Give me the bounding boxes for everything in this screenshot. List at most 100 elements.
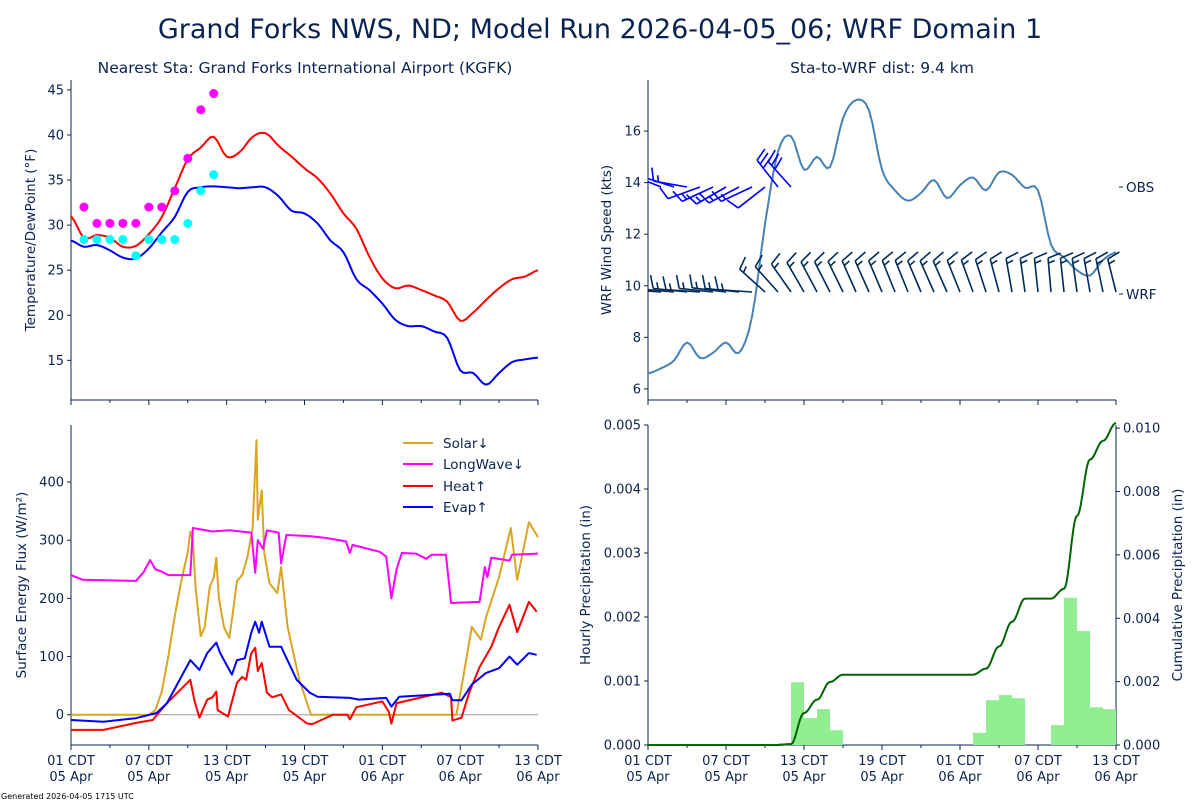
x-tick-label: 13 CDT bbox=[1092, 754, 1140, 769]
wrf-wind-barb bbox=[1048, 253, 1061, 292]
barb-full bbox=[975, 252, 986, 260]
barb-full bbox=[771, 253, 779, 264]
wrf-wind-barb bbox=[815, 252, 830, 292]
barb-full bbox=[634, 163, 635, 177]
barb-shaft bbox=[801, 262, 817, 292]
y-tick-label: 300 bbox=[39, 534, 64, 549]
obs-temperature-point bbox=[131, 219, 140, 228]
obs-temperature-point bbox=[170, 186, 179, 195]
barb-half bbox=[743, 266, 746, 272]
y-tick-label: 12 bbox=[624, 228, 641, 243]
barb-full bbox=[740, 257, 746, 269]
x-tick-date-label: 06 Apr bbox=[516, 770, 560, 785]
wrf-wind-barb bbox=[895, 252, 908, 292]
barb-half bbox=[871, 261, 876, 265]
y-tick-label: 10 bbox=[624, 279, 641, 294]
x-tick-date-label: 06 Apr bbox=[938, 770, 982, 785]
barb-half bbox=[857, 261, 862, 265]
wrf-wind-barb bbox=[1108, 252, 1120, 292]
obs-dewpoint-point bbox=[118, 235, 127, 244]
y-tick-label: 100 bbox=[39, 650, 64, 665]
wrf-wind-barb bbox=[1006, 252, 1018, 292]
legend-evap-label: Evap↑ bbox=[443, 500, 488, 516]
barb-shaft bbox=[920, 261, 934, 292]
barb-shaft bbox=[895, 260, 908, 292]
x-tick-date-label: 05 Apr bbox=[127, 770, 171, 785]
obs-dewpoint-point bbox=[92, 235, 101, 244]
obs-dewpoint-point bbox=[131, 251, 140, 260]
barb-shaft bbox=[975, 260, 986, 292]
obs-temperature-point bbox=[105, 219, 114, 228]
barb-full bbox=[882, 252, 893, 261]
wrf-wind-barb bbox=[908, 252, 921, 292]
x-tick-label: 07 CDT bbox=[1014, 754, 1062, 769]
wind-panel-title: Sta-to-WRF dist: 9.4 km bbox=[790, 59, 974, 77]
barb-full bbox=[629, 161, 630, 175]
barb-full bbox=[690, 274, 692, 287]
legend-solar-label: Solar↓ bbox=[443, 436, 489, 452]
x-tick-date-label: 05 Apr bbox=[205, 770, 249, 785]
hourly-precip-bar bbox=[986, 700, 999, 745]
x-tick-date-label: 06 Apr bbox=[1016, 770, 1060, 785]
y-tick-label: 6 bbox=[633, 382, 641, 397]
wrf-dewpoint-line bbox=[71, 186, 538, 384]
barb-half bbox=[790, 262, 795, 267]
temp-panel-title: Nearest Sta: Grand Forks International A… bbox=[98, 59, 513, 77]
hourly-precip-bar bbox=[1103, 709, 1116, 745]
x-tick-label: 01 CDT bbox=[47, 754, 95, 769]
x-tick-label: 01 CDT bbox=[936, 754, 984, 769]
barb-shaft bbox=[1108, 259, 1116, 292]
barb-shaft bbox=[990, 259, 999, 292]
wrf-wind-barb bbox=[869, 252, 882, 292]
right-y-tick-label: 0.004 bbox=[1123, 612, 1160, 627]
obs-dewpoint-point bbox=[157, 235, 166, 244]
barb-half bbox=[682, 194, 687, 199]
obs-dewpoint-point bbox=[196, 186, 205, 195]
wrf-wind-barb bbox=[920, 252, 934, 292]
hourly-precip-bar bbox=[1090, 707, 1103, 745]
barb-full bbox=[663, 276, 666, 289]
hourly-precip-bar bbox=[973, 733, 986, 745]
barb-half bbox=[844, 261, 849, 265]
barb-half bbox=[696, 197, 701, 202]
barb-full bbox=[869, 252, 879, 261]
hourly-precip-bar bbox=[804, 718, 817, 745]
y-tick-label: 8 bbox=[633, 331, 641, 346]
barb-full bbox=[815, 252, 825, 261]
obs-temperature-point bbox=[157, 203, 166, 212]
obs-temperature-point bbox=[209, 89, 218, 98]
evap-flux-line bbox=[71, 622, 537, 722]
x-tick-date-label: 06 Apr bbox=[361, 770, 405, 785]
barb-full bbox=[801, 252, 811, 262]
obs-dewpoint-point bbox=[144, 235, 153, 244]
y-tick-label: 200 bbox=[39, 592, 64, 607]
wrf-wind-barb bbox=[787, 253, 804, 292]
barb-full bbox=[715, 276, 718, 289]
wrf-wind-barb bbox=[1034, 253, 1047, 292]
wrf-wind-barb bbox=[990, 252, 1002, 292]
barb-shaft bbox=[882, 260, 895, 292]
barb-half bbox=[722, 283, 724, 290]
barb-half bbox=[884, 261, 889, 265]
wrf-wind-barb bbox=[1020, 253, 1032, 292]
wrf-wind-barb bbox=[715, 276, 752, 292]
barb-half bbox=[1061, 260, 1067, 263]
barb-full bbox=[920, 252, 930, 261]
barb-full bbox=[947, 252, 958, 261]
x-tick-date-label: 06 Apr bbox=[439, 770, 483, 785]
y-tick-label: 0.001 bbox=[604, 675, 641, 690]
y-tick-label: 0 bbox=[56, 708, 64, 723]
right-y-tick-label: 0.000 bbox=[1123, 739, 1160, 754]
hourly-precip-bar bbox=[1051, 725, 1064, 745]
obs-temperature-point bbox=[196, 105, 205, 114]
x-tick-label: 13 CDT bbox=[780, 754, 828, 769]
cumulative-precip-line bbox=[648, 423, 1116, 745]
legend-heat-label: Heat↑ bbox=[443, 479, 486, 495]
barb-full bbox=[651, 275, 654, 288]
obs-temperature-point bbox=[118, 219, 127, 228]
wrf-wind-barb bbox=[828, 252, 843, 292]
barb-half bbox=[922, 261, 927, 265]
barb-full bbox=[1020, 253, 1032, 259]
y-tick-label: 35 bbox=[47, 174, 64, 189]
